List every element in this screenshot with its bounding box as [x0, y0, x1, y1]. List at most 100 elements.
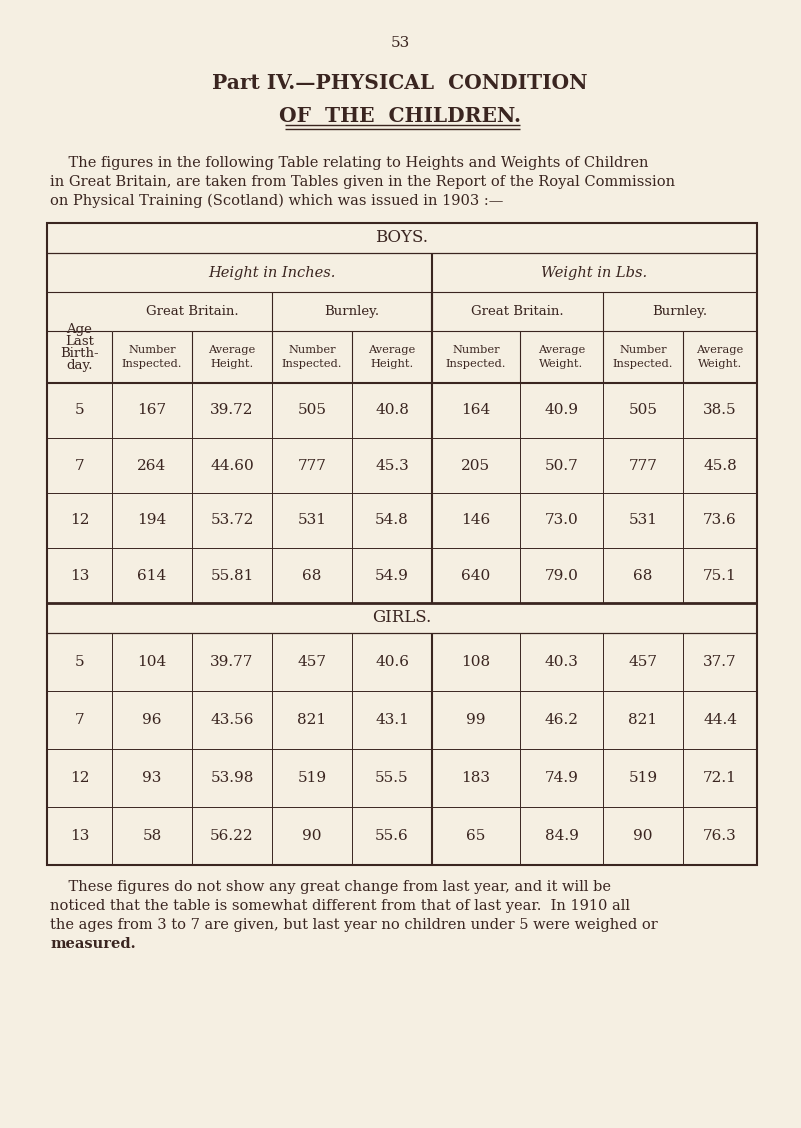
Text: 7: 7: [74, 713, 84, 728]
Text: 13: 13: [70, 829, 89, 843]
Text: day.: day.: [66, 359, 93, 372]
Text: 640: 640: [461, 569, 491, 582]
Text: 79.0: 79.0: [545, 569, 578, 582]
Text: The figures in the following Table relating to Heights and Weights of Children: The figures in the following Table relat…: [50, 156, 649, 170]
Text: Age: Age: [66, 323, 92, 336]
Text: 108: 108: [461, 655, 490, 669]
Text: Average
Weight.: Average Weight.: [538, 345, 585, 369]
Text: Average
Height.: Average Height.: [368, 345, 416, 369]
Text: Height in Inches.: Height in Inches.: [208, 265, 336, 280]
Text: 96: 96: [143, 713, 162, 728]
Text: 55.6: 55.6: [375, 829, 409, 843]
Text: 167: 167: [138, 404, 167, 417]
Text: 13: 13: [70, 569, 89, 582]
Text: 531: 531: [629, 513, 658, 528]
Text: 39.72: 39.72: [210, 404, 254, 417]
Text: 531: 531: [297, 513, 327, 528]
Text: noticed that the table is somewhat different from that of last year.  In 1910 al: noticed that the table is somewhat diffe…: [50, 899, 630, 913]
Text: 44.4: 44.4: [703, 713, 737, 728]
Text: Number
Inspected.: Number Inspected.: [282, 345, 342, 369]
Text: 183: 183: [461, 772, 490, 785]
Text: Number
Inspected.: Number Inspected.: [445, 345, 506, 369]
Text: 93: 93: [143, 772, 162, 785]
Text: These figures do not show any great change from last year, and it will be: These figures do not show any great chan…: [50, 880, 611, 895]
Text: 519: 519: [297, 772, 327, 785]
Text: Birth-: Birth-: [60, 347, 99, 360]
Text: 194: 194: [138, 513, 167, 528]
Text: Weight in Lbs.: Weight in Lbs.: [541, 265, 647, 280]
Text: 73.0: 73.0: [545, 513, 578, 528]
Text: 164: 164: [461, 404, 491, 417]
Text: 614: 614: [138, 569, 167, 582]
Text: 519: 519: [629, 772, 658, 785]
Text: 821: 821: [297, 713, 327, 728]
Text: 73.6: 73.6: [703, 513, 737, 528]
Text: 146: 146: [461, 513, 491, 528]
Text: 40.9: 40.9: [545, 404, 578, 417]
Text: 457: 457: [629, 655, 658, 669]
Text: GIRLS.: GIRLS.: [372, 609, 432, 626]
Text: 777: 777: [297, 458, 327, 473]
Text: 99: 99: [466, 713, 485, 728]
Text: Great Britain.: Great Britain.: [471, 305, 564, 318]
Text: 46.2: 46.2: [545, 713, 578, 728]
Text: 53.72: 53.72: [211, 513, 254, 528]
Text: Great Britain.: Great Britain.: [146, 305, 239, 318]
Text: 777: 777: [629, 458, 658, 473]
Text: 56.22: 56.22: [210, 829, 254, 843]
Text: 205: 205: [461, 458, 490, 473]
Text: 44.60: 44.60: [210, 458, 254, 473]
Text: measured.: measured.: [50, 937, 135, 951]
Text: 39.77: 39.77: [211, 655, 254, 669]
Text: 58: 58: [143, 829, 162, 843]
Text: 84.9: 84.9: [545, 829, 578, 843]
Text: 90: 90: [302, 829, 322, 843]
Text: 54.9: 54.9: [375, 569, 409, 582]
Text: Burnley.: Burnley.: [653, 305, 707, 318]
Text: Last: Last: [65, 335, 94, 349]
Text: 12: 12: [70, 513, 89, 528]
Text: 38.5: 38.5: [703, 404, 737, 417]
Text: 75.1: 75.1: [703, 569, 737, 582]
Text: 40.6: 40.6: [375, 655, 409, 669]
Text: 5: 5: [74, 655, 84, 669]
Text: 40.8: 40.8: [375, 404, 409, 417]
Text: Burnley.: Burnley.: [324, 305, 380, 318]
Text: 45.3: 45.3: [375, 458, 409, 473]
Text: 53: 53: [390, 36, 409, 50]
Text: 55.81: 55.81: [211, 569, 254, 582]
Text: 505: 505: [297, 404, 327, 417]
Text: 50.7: 50.7: [545, 458, 578, 473]
Text: 76.3: 76.3: [703, 829, 737, 843]
Text: 90: 90: [634, 829, 653, 843]
Text: 53.98: 53.98: [211, 772, 254, 785]
Text: 43.1: 43.1: [375, 713, 409, 728]
Text: 74.9: 74.9: [545, 772, 578, 785]
Text: on Physical Training (Scotland) which was issued in 1903 :—: on Physical Training (Scotland) which wa…: [50, 194, 503, 209]
Text: BOYS.: BOYS.: [376, 229, 429, 247]
Text: Part IV.—PHYSICAL  CONDITION: Part IV.—PHYSICAL CONDITION: [212, 73, 588, 92]
Text: 55.5: 55.5: [375, 772, 409, 785]
Text: 104: 104: [138, 655, 167, 669]
Text: 457: 457: [297, 655, 327, 669]
Text: 5: 5: [74, 404, 84, 417]
Text: 12: 12: [70, 772, 89, 785]
Text: the ages from 3 to 7 are given, but last year no children under 5 were weighed o: the ages from 3 to 7 are given, but last…: [50, 918, 658, 932]
Text: 264: 264: [138, 458, 167, 473]
Text: 821: 821: [629, 713, 658, 728]
Text: 72.1: 72.1: [703, 772, 737, 785]
Text: Number
Inspected.: Number Inspected.: [613, 345, 674, 369]
Text: 54.8: 54.8: [375, 513, 409, 528]
Bar: [47, 223, 757, 865]
Text: 37.7: 37.7: [703, 655, 737, 669]
Text: Average
Height.: Average Height.: [208, 345, 256, 369]
Text: 68: 68: [634, 569, 653, 582]
Text: Number
Inspected.: Number Inspected.: [122, 345, 183, 369]
Text: 68: 68: [302, 569, 322, 582]
Text: 40.3: 40.3: [545, 655, 578, 669]
Text: OF  THE  CHILDREN.: OF THE CHILDREN.: [279, 106, 521, 126]
Text: 45.8: 45.8: [703, 458, 737, 473]
Text: 505: 505: [629, 404, 658, 417]
Text: in Great Britain, are taken from Tables given in the Report of the Royal Commiss: in Great Britain, are taken from Tables …: [50, 175, 675, 190]
Text: Average
Weight.: Average Weight.: [696, 345, 743, 369]
